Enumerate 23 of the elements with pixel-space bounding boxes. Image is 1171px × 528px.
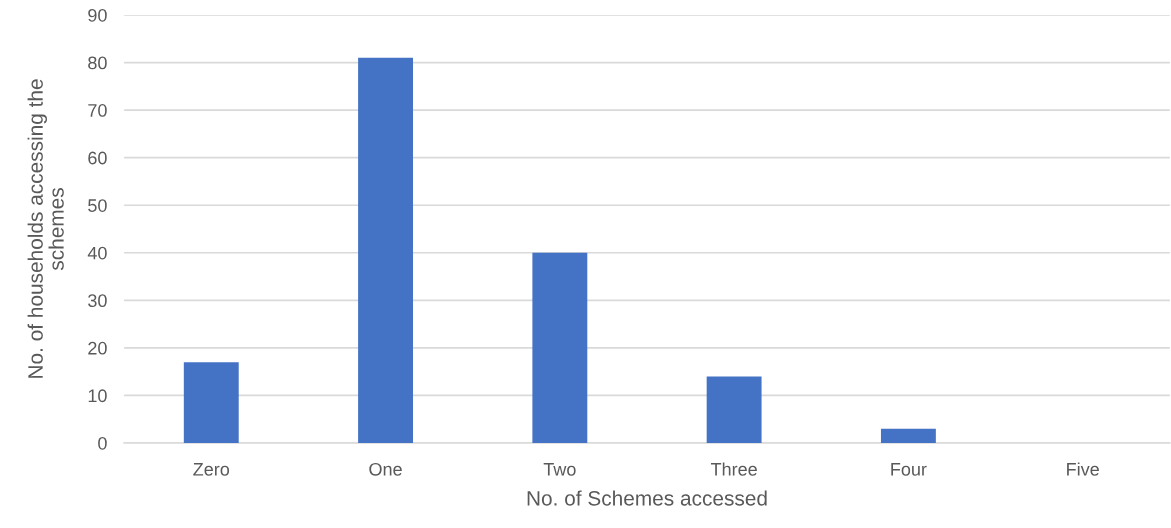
x-tick-label: Five [1067,462,1099,476]
bar [532,252,588,443]
y-tick-label: 90 [88,8,107,22]
y-tick-label: 80 [88,56,107,70]
x-tick-label: Zero [193,463,230,476]
y-tick-label: 0 [98,436,107,450]
x-tick-label: Three [710,462,757,476]
y-tick-label: 70 [88,104,107,117]
bar [183,362,239,443]
y-tick-label: 60 [88,151,107,165]
y-tick-label: 50 [88,199,107,212]
y-axis-title: No. of households accessing the schemes [27,79,64,378]
bar [706,376,762,443]
x-tick-label: Two [543,463,576,476]
y-tick-label: 20 [88,341,107,355]
y-tick-label: 30 [88,294,107,308]
y-tick-label: 40 [87,246,107,260]
bar [880,428,936,443]
x-axis-title: No. of Schemes accessed [527,490,767,506]
x-tick-label: Four [891,463,927,476]
y-tick-label: 10 [88,389,107,403]
bar [358,57,413,443]
x-tick-label: One [369,462,402,476]
